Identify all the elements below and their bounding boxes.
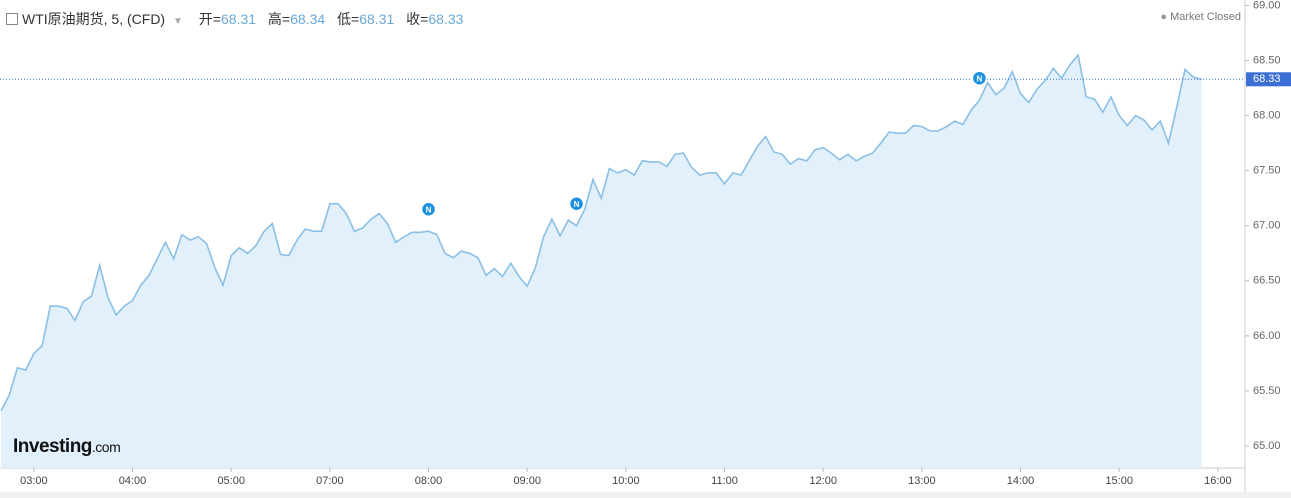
- logo: Investing.com: [13, 436, 121, 458]
- y-tick-label: 66.50: [1253, 275, 1281, 287]
- y-tick-label: 65.00: [1253, 440, 1281, 452]
- x-tick-label: 05:00: [217, 475, 245, 487]
- news-marker: [420, 201, 437, 217]
- dropdown-arrow[interactable]: ▼: [173, 16, 183, 27]
- news-marker: [568, 195, 585, 212]
- x-tick-label: 08:00: [415, 475, 443, 487]
- close-value: 68.33: [428, 11, 464, 27]
- y-tick-label: 67.00: [1253, 220, 1281, 232]
- high-label: 高=: [267, 11, 291, 27]
- x-tick-label: 04:00: [119, 475, 147, 487]
- y-tick-label: 68.00: [1253, 110, 1281, 122]
- market-status: ● Market Closed: [1160, 11, 1241, 23]
- y-tick-label: 69.00: [1253, 0, 1281, 11]
- news-label: N: [977, 74, 983, 83]
- y-tick-label: 67.50: [1253, 165, 1281, 177]
- header: WTI原油期货, 5, (CFD) ▼ 开=68.31 高=68.34 低=68…: [6, 9, 471, 29]
- close-label: 收=: [406, 11, 429, 27]
- x-tick-label: 14:00: [1007, 475, 1035, 487]
- x-tick-label: 11:00: [711, 475, 738, 487]
- x-tick-label: 10:00: [612, 475, 640, 487]
- area-fill: [0, 55, 1202, 468]
- low-value: 68.31: [359, 11, 395, 27]
- low-label: 低=: [337, 11, 360, 27]
- y-tick-label: 66.00: [1253, 330, 1281, 342]
- y-tick-label: 68.50: [1253, 54, 1281, 66]
- x-axis-strip: [0, 468, 1291, 492]
- news-label: N: [574, 200, 580, 209]
- price-line: [0, 53, 1202, 412]
- logo-text: Investing: [13, 436, 92, 457]
- news-label: N: [426, 205, 432, 214]
- open-value: 68.31: [220, 11, 257, 27]
- y-tick-label: 65.50: [1253, 385, 1281, 397]
- open-label: 开=: [198, 11, 221, 27]
- last-price-label: 68.33: [1253, 73, 1281, 85]
- symbol-title: WTI原油期货, 5, (CFD): [22, 11, 166, 27]
- logo-suffix: .com: [91, 439, 121, 455]
- x-tick-label: 07:00: [316, 475, 344, 487]
- last-price-box: [1246, 72, 1291, 87]
- high-value: 68.34: [290, 11, 326, 27]
- x-tick-label: 09:00: [513, 475, 541, 487]
- x-tick-label: 12:00: [809, 475, 837, 487]
- x-tick-label: 16:00: [1204, 475, 1232, 487]
- collapse-icon[interactable]: [6, 13, 18, 25]
- status-text: Market Closed: [1170, 11, 1241, 23]
- bottom-toolbar: [0, 492, 1291, 498]
- x-tick-label: 15:00: [1105, 475, 1133, 487]
- x-tick-label: 13:00: [908, 475, 936, 487]
- x-tick-label: 03:00: [20, 475, 48, 487]
- news-marker: [971, 70, 988, 86]
